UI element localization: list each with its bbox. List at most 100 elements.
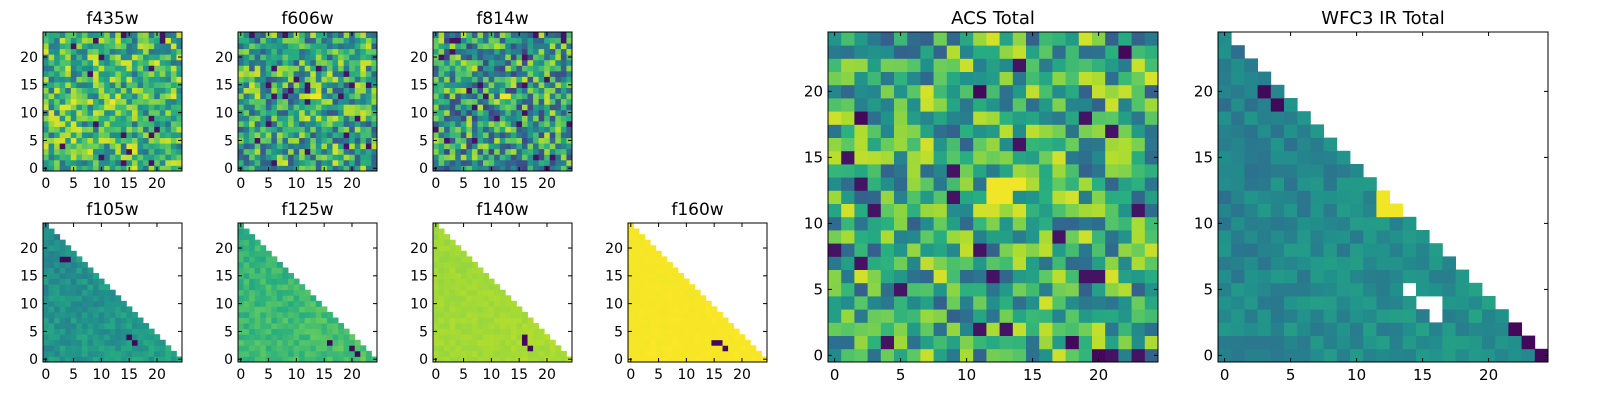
heatmap-cell [1218, 111, 1232, 125]
heatmap-cell [466, 37, 473, 44]
heatmap-cell [555, 93, 562, 100]
heatmap-cell [154, 48, 161, 55]
heatmap-cell [1402, 230, 1417, 244]
heatmap-cell [455, 165, 462, 172]
heatmap-cell [1350, 296, 1364, 310]
heatmap-cell [549, 159, 556, 166]
heatmap-cell [555, 137, 562, 144]
heatmap-cell [260, 126, 267, 133]
heatmap-cell [661, 350, 668, 357]
heatmap-cell [265, 115, 272, 122]
heatmap-cell [65, 82, 72, 88]
heatmap-cell [365, 82, 372, 88]
heatmap-cell [538, 345, 545, 352]
heatmap-cell [527, 165, 534, 172]
heatmap-cell [109, 82, 116, 88]
heatmap-cell [633, 345, 640, 352]
heatmap-cell [505, 317, 512, 324]
heatmap-cell [672, 306, 679, 313]
heatmap-cell [444, 59, 451, 66]
heatmap-cell [549, 32, 556, 38]
heatmap-cell [894, 216, 908, 231]
heatmap-cell [254, 32, 261, 38]
heatmap-cell [81, 98, 88, 105]
axes-frame [42, 222, 183, 363]
heatmap-cell [549, 143, 556, 150]
heatmap-cell [549, 59, 556, 66]
heatmap-cell [655, 328, 662, 335]
heatmap-cell [444, 267, 451, 274]
heatmap-cell [449, 54, 456, 61]
heatmap-cell [54, 43, 61, 50]
heatmap-cell [238, 306, 244, 313]
heatmap-cell [1078, 98, 1093, 112]
heatmap-cell [1350, 216, 1364, 231]
heatmap-cell [460, 148, 467, 155]
heatmap-cell [566, 104, 573, 111]
heatmap-cell [249, 93, 256, 100]
heatmap-cell [733, 345, 740, 352]
heatmap-cell [1442, 322, 1456, 336]
heatmap-cell [678, 273, 684, 279]
heatmap-cell [1105, 269, 1119, 284]
heatmap-cell [249, 48, 256, 55]
heatmap-cell [1257, 150, 1272, 165]
heatmap-cell [1257, 322, 1272, 336]
heatmap-cell [288, 132, 294, 139]
heatmap-cell [538, 328, 545, 335]
heatmap-cell [505, 43, 512, 50]
heatmap-cell [293, 98, 300, 105]
heatmap-cell [494, 126, 501, 133]
heatmap-cell [666, 339, 673, 346]
heatmap-cell [154, 65, 161, 72]
heatmap-cell [1065, 230, 1080, 244]
heatmap-cell [516, 104, 523, 111]
heatmap-cell [716, 356, 723, 363]
heatmap-cell [354, 54, 361, 61]
heatmap-cell [560, 137, 567, 144]
heatmap-cell [354, 82, 361, 88]
heatmap-cell [1323, 164, 1338, 178]
heatmap-cell [499, 165, 506, 172]
heatmap-cell [460, 104, 467, 111]
heatmap-cell [148, 345, 155, 352]
heatmap-cell [1284, 243, 1298, 257]
heatmap-cell [700, 345, 707, 352]
heatmap-cell [304, 120, 311, 127]
heatmap-cell [933, 282, 948, 297]
heatmap-cell [1284, 150, 1298, 165]
heatmap-cell [321, 104, 328, 111]
heatmap-cell [488, 339, 495, 346]
heatmap-cell [1310, 309, 1324, 323]
heatmap-cell [477, 300, 484, 307]
heatmap-cell [299, 328, 306, 335]
heatmap-cell [293, 137, 300, 144]
heatmap-cell [483, 37, 489, 44]
axes-frame [42, 31, 183, 172]
heatmap-cell [304, 317, 311, 324]
heatmap-cell [165, 54, 172, 61]
heatmap-cell [131, 54, 138, 61]
heatmap-cell [48, 126, 55, 133]
heatmap-cell [1026, 256, 1040, 270]
heatmap-cell [304, 98, 311, 105]
heatmap-cell [48, 234, 55, 241]
heatmap-cell [104, 295, 111, 302]
heatmap-cell [1323, 243, 1338, 257]
heatmap-cell [538, 70, 545, 77]
heatmap-cell [1039, 124, 1053, 138]
heatmap-cell [326, 76, 333, 83]
heatmap-cell [115, 334, 122, 341]
heatmap-cell [628, 311, 634, 318]
heatmap-cell [999, 203, 1014, 218]
heatmap-cell [716, 328, 723, 335]
heatmap-cell [1052, 150, 1066, 165]
heatmap-cell [1363, 230, 1377, 244]
heatmap-cell [109, 104, 116, 111]
heatmap-cell [488, 306, 495, 313]
heatmap-cell [1105, 203, 1119, 218]
heatmap-cell [143, 59, 150, 66]
heatmap-cell [93, 93, 99, 100]
heatmap-cell [1065, 335, 1080, 350]
